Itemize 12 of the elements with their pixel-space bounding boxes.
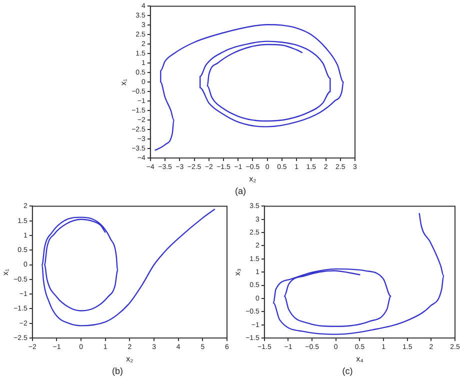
x-axis-title: x₂ <box>249 174 256 184</box>
x-axis-title: x₂ <box>126 354 134 364</box>
line-series <box>42 208 216 326</box>
text: (c) <box>341 366 354 376</box>
y-axis-title: x₁ <box>119 78 128 86</box>
line-series <box>272 212 444 335</box>
y-axis-title: x₁ <box>1 268 10 276</box>
y-axis-title: x₃ <box>233 268 242 276</box>
x-axis-title: x₄ <box>356 354 364 364</box>
text: (a) <box>234 186 247 196</box>
text: (b) <box>111 366 124 376</box>
line-series <box>154 24 344 152</box>
